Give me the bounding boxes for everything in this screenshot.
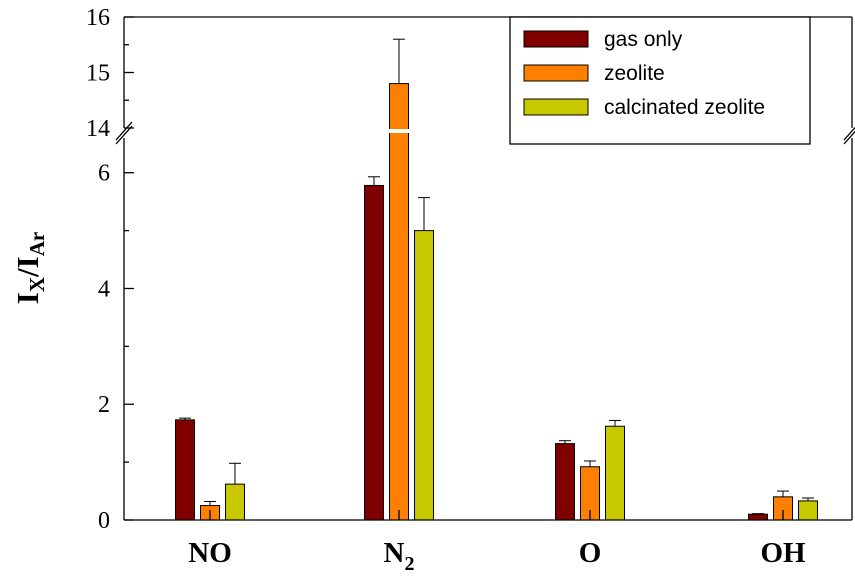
error-bar-calcinated-zeolite-0 bbox=[229, 462, 241, 485]
bars-layer bbox=[175, 83, 818, 521]
bar-break-gap bbox=[388, 129, 410, 133]
legend-label: zeolite bbox=[604, 62, 665, 85]
x-tick-label: NO bbox=[188, 537, 232, 569]
error-bar-zeolite-2 bbox=[584, 460, 596, 467]
error-bar-gas-only-0 bbox=[179, 417, 191, 420]
y-tick-label: 4 bbox=[98, 276, 110, 302]
legend: gas only zeolite calcinated zeolite bbox=[509, 16, 811, 145]
y-tick-label: 0 bbox=[98, 508, 110, 534]
legend-label: gas only bbox=[604, 28, 683, 51]
error-bar-calcinated-zeolite-1 bbox=[418, 197, 430, 231]
error-bar-calcinated-zeolite-3 bbox=[802, 497, 814, 501]
bar-gas-only-1 bbox=[364, 184, 384, 521]
bar-gas-only-0 bbox=[175, 419, 195, 521]
legend-swatch bbox=[523, 30, 589, 48]
legend-swatch bbox=[523, 64, 589, 82]
bar-calcinated-zeolite-2 bbox=[605, 425, 625, 521]
error-bar-zeolite-3 bbox=[777, 490, 789, 497]
error-bar-gas-only-1 bbox=[368, 176, 380, 186]
y-axis-label: IX/IAr bbox=[10, 232, 49, 304]
x-tick-label: O bbox=[579, 537, 602, 569]
axis-break-mark-left bbox=[115, 125, 133, 145]
error-bar-zeolite-0 bbox=[204, 500, 216, 506]
bar-gas-only-2 bbox=[555, 443, 575, 521]
legend-label: calcinated zeolite bbox=[604, 96, 765, 119]
bar-zeolite-1 bbox=[389, 83, 409, 521]
error-bar-calcinated-zeolite-2 bbox=[609, 419, 621, 427]
x-tick-label: OH bbox=[760, 537, 806, 569]
y-tick-label: 16 bbox=[86, 5, 110, 31]
bar-calcinated-zeolite-0 bbox=[225, 483, 245, 521]
category-labels-layer: NO N2 O OH bbox=[188, 510, 806, 575]
x-tick-label: N2 bbox=[384, 537, 415, 575]
error-bars-layer bbox=[179, 38, 814, 515]
axis-break-mark-right bbox=[843, 126, 855, 141]
error-bar-gas-only-2 bbox=[559, 440, 571, 444]
y-tick-label: 14 bbox=[86, 116, 110, 142]
y-tick-label: 2 bbox=[98, 392, 110, 418]
error-bar-gas-only-3 bbox=[752, 513, 764, 515]
bar-calcinated-zeolite-3 bbox=[798, 500, 818, 521]
bar-gas-only-3 bbox=[748, 513, 768, 521]
bar-calcinated-zeolite-1 bbox=[414, 230, 434, 521]
y-tick-label: 15 bbox=[86, 61, 110, 87]
legend-swatch bbox=[523, 98, 589, 116]
error-bar-zeolite-1 bbox=[393, 38, 405, 84]
y-tick-label: 6 bbox=[98, 161, 110, 187]
axis-break-mark-left bbox=[115, 121, 133, 141]
axis-break-mark-right bbox=[843, 130, 855, 145]
tick-labels-layer: 0 2 4 6 14 15 16 bbox=[86, 5, 134, 534]
